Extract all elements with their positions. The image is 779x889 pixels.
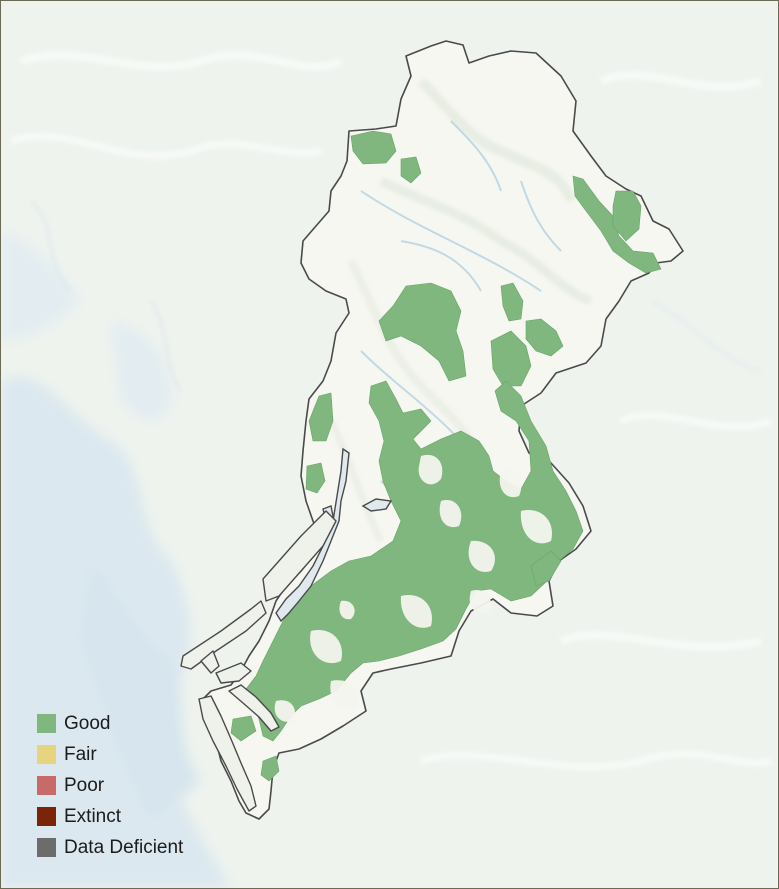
legend-label-fair: Fair: [64, 743, 97, 765]
legend: Good Fair Poor Extinct Data Deficient: [37, 708, 237, 863]
legend-swatch-good: [37, 714, 56, 733]
legend-label-data-deficient: Data Deficient: [64, 836, 184, 858]
legend-swatch-fair: [37, 745, 56, 764]
legend-label-poor: Poor: [64, 774, 105, 796]
legend-label-good: Good: [64, 712, 111, 734]
ocean: [1, 231, 231, 888]
legend-item-extinct: Extinct: [37, 801, 237, 832]
non-habitat-areas: [274, 454, 552, 722]
legend-item-poor: Poor: [37, 770, 237, 801]
legend-swatch-data-deficient: [37, 838, 56, 857]
legend-swatch-poor: [37, 776, 56, 795]
relief-shading: [327, 77, 593, 543]
legend-item-good: Good: [37, 708, 237, 739]
legend-label-extinct: Extinct: [64, 805, 122, 827]
terrain-texture: [9, 51, 773, 771]
legend-swatch-extinct: [37, 807, 56, 826]
legend-item-data-deficient: Data Deficient: [37, 832, 237, 863]
coastal-islands[interactable]: [180, 510, 337, 812]
legend-item-fair: Fair: [37, 739, 237, 770]
